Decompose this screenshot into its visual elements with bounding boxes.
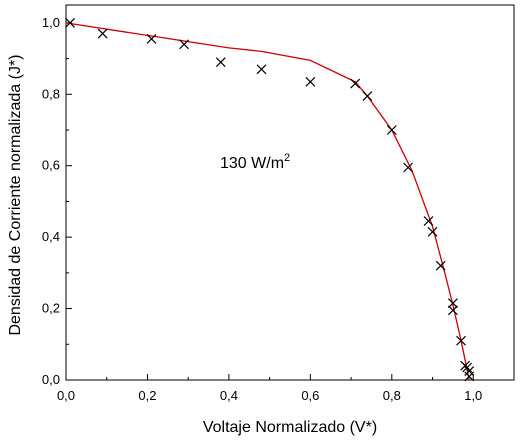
data-point-x-marker [403,162,414,173]
data-point-x-marker [456,335,466,346]
y-tick-label: 0,2 [42,301,60,316]
data-point-x-marker [97,28,108,39]
x-tick-label: 1,0 [464,388,482,403]
series-line [65,22,470,381]
data-point-x-marker [305,76,316,87]
marker-stroke [403,162,414,173]
data-point-x-marker [447,305,458,316]
y-tick-label: 0,8 [42,86,60,101]
series-markers [65,17,475,382]
y-tick-label: 0,4 [42,229,60,244]
marker-stroke [179,39,190,50]
data-point-x-marker [350,78,361,89]
data-point-x-marker [447,298,458,309]
fit-curve [65,22,470,381]
data-point-x-marker [423,216,434,226]
data-point-x-marker [386,125,397,135]
marker-stroke [386,125,397,135]
marker-stroke [456,335,466,346]
x-tick-label: 0,0 [57,388,75,403]
x-ticks: 0,0 0,2 0,4 0,6 0,8 1,0 [57,374,482,403]
x-axis-title: Voltaje Normalizado (V*) [203,419,377,436]
y-tick-label: 1,0 [42,15,60,30]
data-point-x-marker [256,64,267,75]
marker-stroke [427,226,438,237]
data-point-x-marker [464,371,475,382]
marker-stroke [464,371,475,382]
data-point-x-marker [65,17,75,28]
annotation-superscript: 2 [284,152,290,164]
marker-stroke [146,34,157,44]
data-point-x-marker [464,366,475,376]
y-tick-label: 0,6 [42,158,60,173]
data-point-x-marker [146,34,157,44]
marker-stroke [256,64,267,75]
annotation-text: 130 W/m [220,155,284,172]
marker-stroke [447,298,458,309]
x-tick-label: 0,6 [301,388,319,403]
y-ticks: 0,0 0,2 0,4 0,6 0,8 1,0 [42,15,72,387]
plot-frame [65,4,515,381]
x-tick-label: 0,8 [383,388,401,403]
marker-stroke [447,305,458,316]
marker-stroke [305,76,316,87]
data-point-x-marker [179,39,190,50]
data-point-x-marker [427,226,438,237]
x-tick-label: 0,4 [220,388,238,403]
marker-stroke [423,216,434,226]
data-point-x-marker [435,260,446,271]
marker-stroke [362,91,373,101]
marker-stroke [97,28,108,39]
y-axis-title: Densidad de Corriente normalizada (J*) [7,54,24,335]
marker-stroke [215,57,226,68]
data-point-x-marker [215,57,226,68]
x-tick-label: 0,2 [138,388,156,403]
marker-stroke [65,17,75,28]
data-point-x-marker [362,91,373,101]
annotation-label: 130 W/m2 [220,152,290,172]
marker-stroke [350,78,361,89]
marker-stroke [462,362,473,373]
y-tick-label: 0,0 [42,372,60,387]
marker-stroke [435,260,446,271]
